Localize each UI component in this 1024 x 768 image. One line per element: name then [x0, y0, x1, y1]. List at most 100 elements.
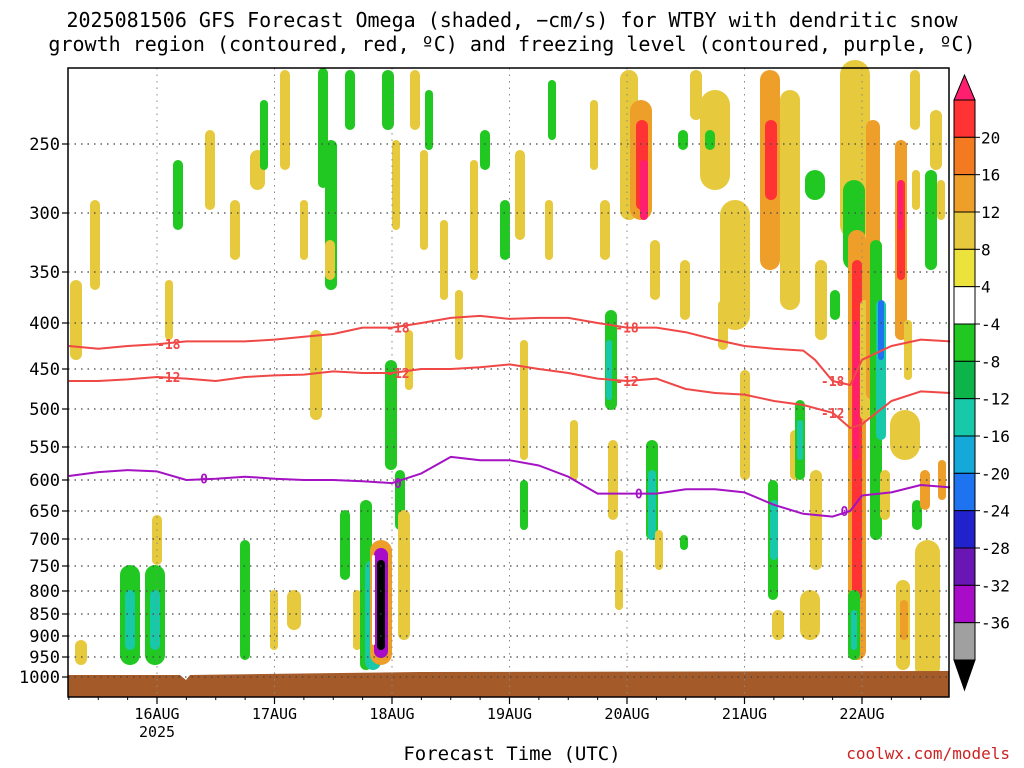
omega-shading-layer — [68, 60, 949, 697]
omega-shade-cell — [410, 70, 420, 130]
colorbar-label: 16 — [981, 166, 1000, 185]
omega-shade-cell — [520, 480, 528, 530]
contour-freezing-level — [68, 455, 951, 518]
omega-shade-cell — [165, 280, 173, 340]
contour-label: -12 — [821, 407, 844, 422]
omega-shade-cell — [690, 70, 702, 120]
omega-shade-cell — [805, 170, 825, 200]
y-tick-label: 650 — [29, 502, 60, 522]
omega-shade-cell — [420, 150, 428, 250]
contour-label: 0 — [200, 473, 208, 488]
omega-shade-cell — [455, 290, 463, 360]
chart-title-line-2: growth region (contoured, red, ºC) and f… — [48, 32, 976, 56]
omega-shade-cell — [520, 340, 528, 460]
y-tick-label: 500 — [29, 400, 60, 420]
x-tick-label: 22AUG — [839, 705, 884, 723]
y-tick-label: 600 — [29, 471, 60, 491]
colorbar-swatch — [953, 136, 976, 176]
omega-shade-cell — [548, 80, 556, 140]
omega-shade-cell — [890, 410, 920, 460]
x-tick-label: 20AUG — [604, 705, 649, 723]
omega-shade-cell — [545, 200, 553, 260]
omega-shade-cell — [772, 610, 784, 640]
omega-shade-cell — [830, 290, 840, 320]
contour-label: -18 — [157, 338, 181, 353]
omega-shade-cell — [325, 240, 335, 280]
colorbar-swatch — [953, 248, 976, 288]
omega-shade-cell — [740, 370, 750, 480]
omega-shade-cell — [904, 320, 912, 380]
colorbar-label: 12 — [981, 203, 1000, 222]
omega-shade-cell — [898, 180, 903, 230]
omega-shade-cell — [570, 420, 578, 480]
omega-shade-cell — [270, 590, 278, 650]
omega-shade-cell — [382, 70, 394, 130]
omega-shade-cell — [937, 180, 945, 220]
y-tick-label: 400 — [29, 314, 60, 334]
omega-shade-cell — [912, 170, 920, 210]
ground-layer — [68, 671, 949, 697]
omega-shade-cell — [440, 220, 448, 300]
omega-shade-cell — [920, 470, 930, 510]
colorbar-swatch — [953, 174, 976, 213]
omega-shade-cell — [515, 150, 525, 240]
colorbar-swatch — [953, 472, 976, 512]
omega-shade-cell — [912, 500, 922, 530]
x-tick-label: 19AUG — [487, 705, 532, 723]
omega-shade-cell — [353, 590, 361, 650]
y-tick-label: 950 — [29, 648, 60, 668]
omega-shade-cell — [377, 560, 385, 650]
omega-shade-cell — [405, 330, 413, 390]
omega-shade-cell — [392, 140, 400, 230]
contour-label: 0 — [635, 488, 643, 503]
colorbar-label: -12 — [981, 390, 1010, 409]
omega-shade-cell — [340, 510, 350, 580]
chart-title-line-1: 2025081506 GFS Forecast Omega (shaded, −… — [66, 8, 958, 32]
colorbar-swatch — [953, 286, 976, 325]
omega-shade-cell — [230, 200, 240, 260]
colorbar-label: 20 — [981, 128, 1000, 147]
omega-shade-cell — [425, 90, 433, 150]
omega-shade-cell — [640, 160, 648, 220]
omega-shade-cell — [938, 460, 946, 500]
contour-label: 0 — [840, 505, 848, 520]
colorbar-swatch — [953, 547, 976, 586]
omega-shade-cell — [765, 120, 777, 200]
y-tick-label: 700 — [29, 530, 60, 550]
x-tick-label: 21AUG — [722, 705, 767, 723]
omega-shade-cell — [205, 130, 215, 210]
colorbar-top-arrow — [953, 73, 976, 101]
y-tick-label: 1000 — [19, 668, 60, 688]
colorbar-label: -32 — [981, 576, 1010, 595]
colorbar-swatch — [953, 398, 976, 437]
omega-shade-cell — [280, 70, 290, 170]
omega-shade-cell — [310, 330, 322, 420]
contour-dgz-minus18 — [68, 314, 951, 386]
colorbar-swatch — [953, 435, 976, 474]
colorbar-swatch — [953, 622, 976, 661]
omega-shade-cell — [90, 200, 100, 290]
colorbar-swatch — [953, 323, 976, 362]
colorbar-bottom-arrow — [953, 659, 976, 692]
contour-dgz-minus12 — [68, 363, 951, 429]
omega-shade-cell — [287, 590, 301, 630]
x-tick-label: 18AUG — [369, 705, 414, 723]
y-tick-label: 450 — [29, 360, 60, 380]
ground-surface — [68, 671, 949, 697]
credit-text: coolwx.com/models — [846, 744, 1010, 763]
omega-shade-cell — [853, 320, 859, 460]
omega-shade-cell — [718, 300, 728, 350]
y-tick-label: 750 — [29, 557, 60, 577]
colorbar: 20 16 12 8 4 -4 -8 -12 -16 -20 -24 -28 -32 -36 — [953, 73, 1010, 692]
y-tick-label: 250 — [29, 135, 60, 155]
omega-shade-cell — [678, 130, 688, 150]
y-tick-label: 550 — [29, 438, 60, 458]
y-tick-label: 350 — [29, 263, 60, 283]
omega-shade-cell — [910, 70, 920, 130]
omega-shade-cell — [930, 110, 942, 170]
omega-shade-cell — [615, 550, 623, 610]
omega-shade-cell — [770, 500, 778, 560]
omega-shade-cell — [75, 640, 87, 665]
contour-label: 0 — [394, 477, 402, 492]
